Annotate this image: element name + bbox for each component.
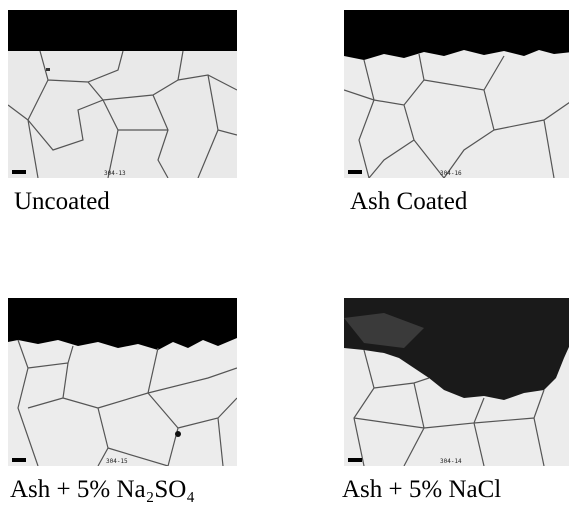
micrograph: 304-15	[8, 298, 237, 466]
micrograph: 304-14	[344, 298, 569, 466]
micrograph: 304-13	[8, 10, 237, 178]
sample-label: 304-14	[440, 458, 462, 465]
sample-label: 304-15	[106, 458, 128, 465]
caption: Ash + 5% Na₂SO₄	[10, 476, 195, 504]
micrograph: 304-16	[344, 10, 569, 178]
figure: 304-13 Uncoated 304-16 Ash Coated 304-15…	[0, 0, 569, 510]
sample-label: 304-16	[440, 170, 462, 177]
sample-label: 304-13	[104, 170, 126, 177]
caption: Ash + 5% NaCl	[342, 476, 501, 504]
caption: Ash Coated	[350, 188, 467, 216]
caption: Uncoated	[14, 188, 110, 216]
